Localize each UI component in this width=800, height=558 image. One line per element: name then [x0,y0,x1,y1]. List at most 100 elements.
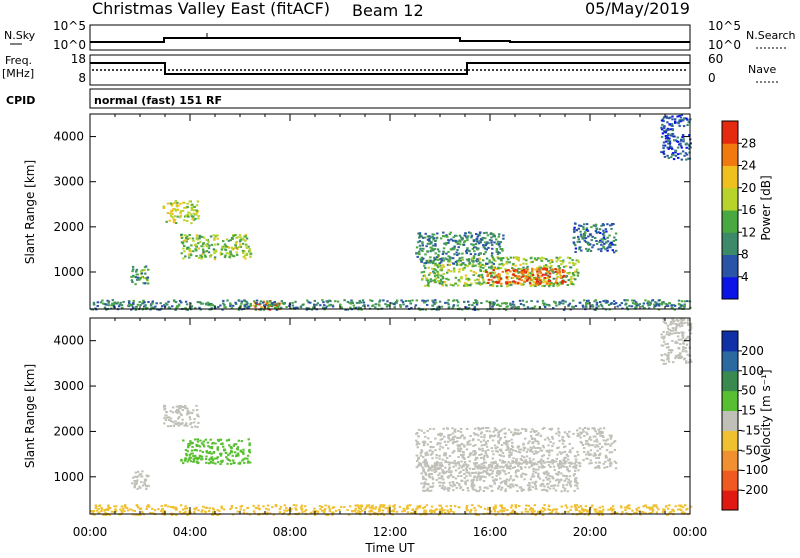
vel-cell-5-531 [649,506,653,509]
power-cell-1-169 [219,251,223,254]
power-cell-5-60 [559,276,562,279]
power-cell-8-535 [167,307,170,310]
vel-cell-5-575 [354,507,357,510]
vel-cell-3-326 [503,470,506,473]
velocity-colorbar-tick-label-4: -15 [741,423,761,437]
vel-cell-6-12 [680,338,683,341]
power-cell-8-143 [351,302,354,304]
power-cell-8-430 [518,299,522,302]
vel-cell-4-288 [451,432,455,435]
vel-cell-4-455 [457,462,460,465]
vel-cell-3-53 [560,472,563,475]
vel-cell-3-506 [481,471,485,474]
vel-cell-5-409 [457,506,460,509]
vel-cell-4-194 [466,443,469,446]
power-cell-6-174 [433,248,437,250]
vel-cell-2-31 [135,481,138,484]
power-cell-1-116 [204,251,207,253]
vel-cell-4-4 [535,452,538,455]
vel-cell-4-528 [511,446,515,449]
power-cell-4-151 [478,265,481,268]
vel-cell-5-117 [525,504,528,507]
power-cell-1-131 [205,244,208,247]
vel-cell-4-165 [498,459,502,462]
power-cell-6-285 [468,262,471,265]
vel-cell-6-78 [687,319,690,321]
power-cell-7-136 [580,235,583,238]
power-cell-7-30 [604,241,608,244]
power-cell-8-633 [174,301,178,304]
vel-cell-2-28 [138,485,141,488]
velocity-colorbar-swatch-5 [722,390,738,412]
power-cell-4-75 [479,264,482,267]
vel-cell-5-390 [524,510,527,513]
vel-cell-3-257 [427,468,430,471]
power-cell-8-364 [255,299,259,302]
power-cell-5-108 [514,270,518,273]
vel-cell-4-286 [597,428,600,431]
vel-cell-4-604 [441,458,444,461]
power-cell-6-163 [450,248,453,251]
power-cell-4-245 [548,262,552,265]
vel-cell-4-588 [510,431,513,434]
vel-cell-4-363 [422,444,426,447]
power-cell-1-4 [182,239,186,242]
vel-cell-4-265 [484,452,487,455]
time-tick-label-0: 00:00 [73,525,108,539]
vel-cell-4-447 [443,452,446,455]
vel-cell-2-9 [143,479,147,482]
vel-cell-5-432 [435,508,438,511]
power-cell-7-66 [608,234,611,237]
vel-cell-1-152 [196,440,200,443]
power-cell-8-121 [359,301,363,304]
vel-cell-4-585 [522,449,525,452]
vel-cell-3-134 [428,466,431,469]
power-cell-8-359 [230,307,234,310]
vel-cell-3-318 [423,477,426,480]
vel-cell-1-133 [229,462,233,465]
power-cell-6-118 [428,237,431,240]
power-cell-6-165 [437,258,440,261]
power-cell-0-62 [188,211,191,214]
power-cell-8-502 [253,300,256,303]
power-cell-1-173 [213,238,216,241]
vel-cell-5-256 [93,513,96,516]
vel-cell-4-370 [580,441,583,444]
vel-cell-3-497 [490,485,493,488]
power-cell-6-53 [444,257,447,260]
vel-cell-1-66 [248,444,251,447]
power-cell-5-22 [500,282,503,285]
power-cell-4-143 [525,262,528,265]
vel-cell-4-120 [457,445,460,448]
vel-cell-5-161 [655,506,659,509]
vel-cell-4-692 [483,454,486,457]
vel-cell-5-208 [207,510,211,513]
vel-cell-5-402 [612,512,615,514]
power-cell-1-166 [221,246,224,249]
power-cell-9-115 [670,133,673,136]
vel-cell-3-139 [440,487,444,489]
vel-cell-6-50 [674,340,678,343]
power-cell-8-555 [222,302,225,305]
vel-cell-6-31 [684,347,687,349]
power-cell-9-77 [661,123,664,126]
vel-cell-5-423 [585,510,589,513]
vel-cell-4-262 [550,449,554,452]
power-cell-1-182 [194,244,197,247]
power-cell-8-177 [584,305,588,308]
vel-cell-6-42 [682,318,686,321]
vel-cell-5-474 [611,509,614,512]
vel-cell-3-137 [442,472,446,475]
power-cell-2-21 [145,278,149,281]
power-cell-8-484 [210,302,213,305]
vel-cell-1-70 [190,452,193,455]
power-cell-4-99 [482,270,485,273]
vel-cell-3-160 [452,482,455,485]
vel-cell-4-92 [492,453,495,456]
vel-cell-4-239 [510,438,513,441]
power-cell-4-485 [518,271,521,274]
power-cell-4-405 [474,282,478,285]
vel-cell-5-471 [266,504,270,507]
vel-cell-1-192 [241,459,244,462]
power-cell-5-39 [494,281,497,284]
